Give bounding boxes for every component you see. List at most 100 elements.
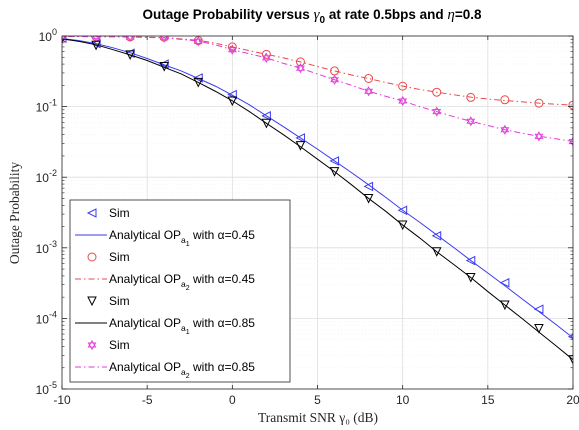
x-tick-label: 20: [566, 393, 579, 407]
marker-hexagram-up: [193, 36, 203, 44]
sim-marker: [397, 205, 408, 216]
sim-marker: [534, 131, 544, 142]
marker-hexagram-up: [296, 63, 305, 71]
marker-hexagram-up: [500, 124, 510, 133]
sim-marker: [159, 36, 169, 43]
marker-hexagram-up: [159, 36, 169, 41]
sim-marker: [499, 277, 510, 288]
sim-marker: [465, 255, 476, 266]
legend-label: Analytical OPa2 with α=0.85: [109, 360, 255, 380]
sim-marker: [125, 50, 135, 61]
sim-marker: [364, 86, 374, 97]
sim-marker: [193, 77, 204, 88]
marker-hexagram-down: [261, 55, 271, 63]
sim-marker: [432, 87, 442, 97]
legend-label: Sim: [109, 206, 130, 220]
sim-marker: [465, 272, 476, 283]
x-axis-label: Transmit SNR γ₀ (dB): [258, 410, 378, 425]
legend-marker: [86, 208, 97, 218]
sim-marker: [261, 118, 272, 129]
series-6: [62, 38, 573, 361]
marker-hexagram-up: [432, 106, 442, 115]
x-tick-label: 10: [396, 393, 410, 407]
series-8: [62, 36, 573, 143]
x-tick-label: 0: [229, 393, 236, 407]
axis-ticks: [61, 35, 574, 390]
marker-hexagram-up: [87, 339, 97, 348]
sim-marker: [261, 52, 271, 63]
sim-marker: [568, 100, 573, 110]
marker-hexagram-up: [466, 116, 476, 124]
legend-box: [69, 199, 291, 383]
series-4: [62, 36, 573, 106]
marker-hexagram-down: [87, 342, 97, 351]
series-7: [62, 36, 573, 147]
sim-marker: [261, 49, 271, 59]
sim-marker: [227, 44, 237, 55]
sim-marker: [398, 95, 408, 107]
sim-marker: [431, 247, 442, 257]
series-5: [62, 36, 573, 365]
marker-hexagram-down: [92, 36, 100, 42]
marker-hexagram-down: [126, 36, 134, 43]
marker-hexagram-up: [534, 131, 544, 139]
sim-marker: [295, 133, 305, 143]
series-line: [62, 36, 573, 106]
marker-hexagram-down: [364, 88, 374, 97]
sim-marker: [364, 74, 374, 84]
y-tick-label: 10-1: [36, 98, 57, 115]
y-tick-label: 10-2: [36, 168, 57, 185]
marker-hexagram-up: [261, 52, 271, 61]
marker-hexagram-down: [62, 36, 66, 42]
sim-marker: [398, 81, 408, 91]
sim-marker: [227, 42, 237, 52]
x-tick-label: 15: [481, 393, 495, 407]
sim-marker: [329, 156, 340, 166]
y-tick-label: 100: [39, 27, 57, 44]
y-tick-label: 10-5: [36, 380, 57, 397]
sim-marker: [397, 220, 408, 231]
legend-marker: [87, 339, 97, 351]
series-line: [62, 36, 573, 143]
marker-hexagram-up: [91, 36, 101, 40]
sim-marker: [296, 63, 305, 74]
series-line: [62, 38, 573, 361]
sim-marker: [431, 230, 442, 241]
sim-marker: [500, 300, 510, 311]
x-tick-label: -10: [53, 393, 71, 407]
legend-label: Analytical OPa2 with α=0.45: [109, 272, 255, 292]
sim-marker: [125, 36, 135, 43]
marker-hexagram-down: [398, 98, 408, 107]
marker-hexagram-up: [330, 74, 339, 83]
legend-label: Analytical OPa1 with α=0.45: [109, 228, 255, 248]
sim-marker: [500, 95, 510, 105]
sim-marker: [466, 116, 476, 127]
marker-hexagram-down: [296, 65, 305, 74]
legend-marker: [87, 252, 97, 262]
legend: Sim Analytical OPa1 with α=0.45 Sim Analyti…: [69, 199, 291, 383]
y-axis-label: Outage Probability: [7, 162, 22, 265]
series-3: [62, 36, 573, 110]
marker-hexagram-up: [125, 36, 135, 40]
legend-label: Sim: [109, 250, 130, 264]
sim-marker: [568, 136, 573, 147]
marker-hexagram-up: [364, 86, 374, 94]
x-tick-label: 5: [314, 393, 321, 407]
sim-marker: [62, 36, 67, 42]
sim-marker: [261, 111, 271, 121]
sim-marker: [568, 355, 573, 365]
sim-marker: [329, 167, 340, 177]
sim-marker: [91, 36, 101, 42]
marker-hexagram-down: [193, 38, 203, 47]
marker-hexagram-down: [466, 118, 476, 127]
marker-hexagram-down: [227, 47, 237, 55]
sim-marker: [193, 36, 203, 47]
legend-label: Analytical OPa1 with α=0.85: [109, 316, 255, 336]
marker-hexagram-up: [398, 95, 408, 104]
marker-hexagram-up: [227, 44, 237, 53]
x-tick-labels: -10 -5 0 5 10 15 20: [53, 393, 579, 407]
marker-hexagram-down: [534, 133, 544, 142]
sim-marker: [534, 323, 544, 334]
marker-hexagram-down: [500, 127, 510, 135]
